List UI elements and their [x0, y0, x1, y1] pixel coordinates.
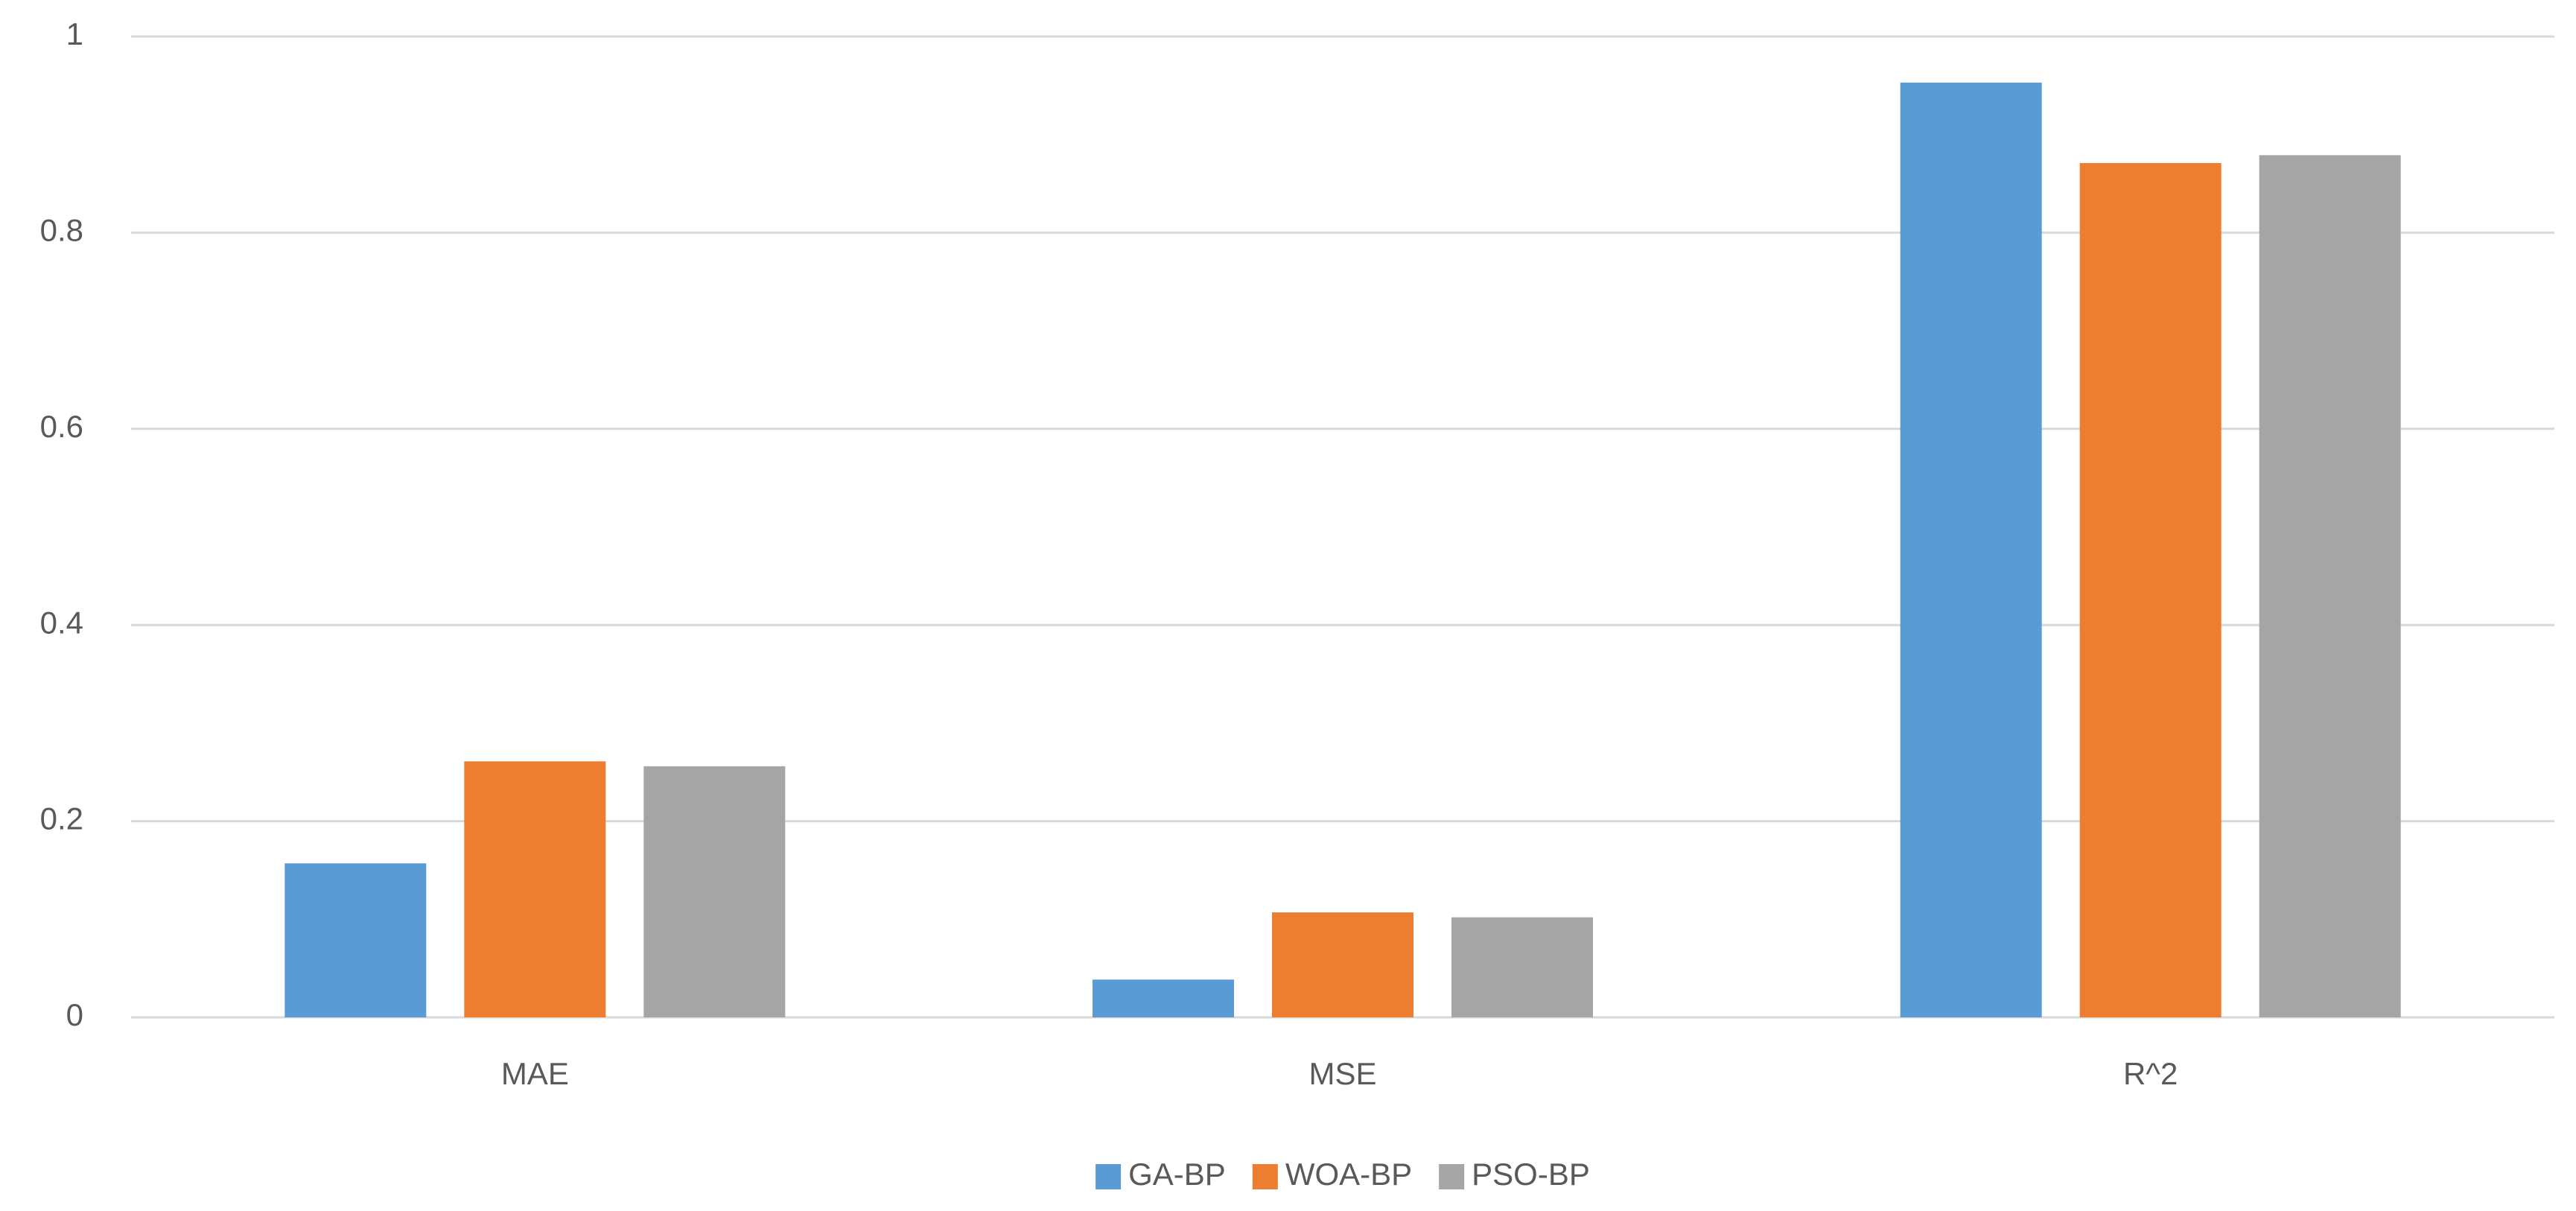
bar — [1451, 917, 1593, 1017]
legend-label: PSO-BP — [1472, 1157, 1590, 1192]
y-tick-label: 1 — [66, 16, 83, 51]
bar — [1900, 82, 2042, 1017]
y-tick-label: 0 — [66, 997, 83, 1032]
legend-swatch — [1095, 1164, 1122, 1189]
bar — [464, 761, 606, 1017]
bar — [2079, 162, 2222, 1017]
x-tick-label: R^2 — [2123, 1056, 2178, 1091]
bar — [1093, 979, 1234, 1017]
bar — [2259, 155, 2401, 1018]
legend-label: GA-BP — [1128, 1157, 1226, 1192]
y-tick-label: 0.2 — [40, 801, 83, 836]
y-tick-label: 0.4 — [40, 605, 83, 640]
legend-swatch — [1439, 1164, 1465, 1189]
bar — [284, 863, 427, 1017]
y-tick-label: 0.6 — [40, 409, 83, 444]
bar — [643, 766, 786, 1017]
bar — [1272, 912, 1413, 1017]
x-tick-label: MSE — [1308, 1056, 1376, 1091]
x-tick-label: MAE — [501, 1056, 569, 1091]
y-tick-label: 0.8 — [40, 212, 83, 247]
legend-label: WOA-BP — [1285, 1157, 1412, 1192]
legend-swatch — [1252, 1164, 1278, 1189]
